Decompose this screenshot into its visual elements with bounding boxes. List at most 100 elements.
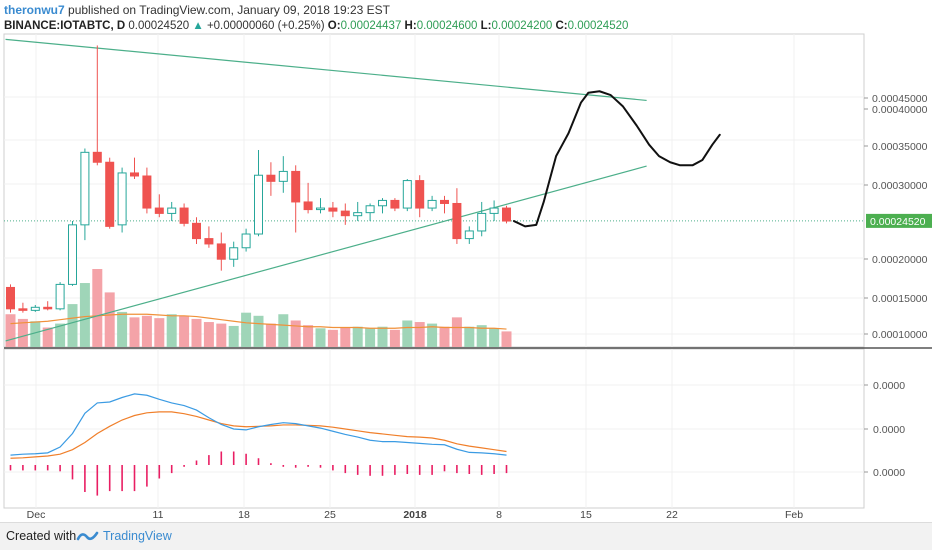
candle-body <box>402 180 412 209</box>
footer-bar: Created with TradingView <box>0 522 932 550</box>
indicator-tick-label: 0.0000 <box>873 380 905 392</box>
last-price: 0.00024520 <box>128 20 190 32</box>
volume-bar <box>451 317 462 347</box>
candle-body <box>390 199 400 209</box>
time-tick-label: Feb <box>785 509 803 521</box>
candle-body <box>365 205 375 214</box>
candle-body <box>278 170 288 182</box>
last-price-label-box <box>866 213 932 228</box>
volume-bar <box>104 292 115 347</box>
header-line-2: BINANCE:IOTABTC, D 0.00024520 ▲ +0.00000… <box>4 18 628 34</box>
volume-bar <box>464 326 475 347</box>
volume-bar <box>55 323 66 347</box>
volume-bar <box>179 315 190 347</box>
candle-body <box>80 151 90 226</box>
volume-bar <box>30 321 41 347</box>
volume-bar <box>402 320 413 347</box>
projection-drawing <box>512 90 721 228</box>
candle-body <box>316 207 325 211</box>
volume-bar <box>42 327 53 347</box>
volume-bar <box>389 329 400 347</box>
close-value: 0.00024520 <box>567 20 629 32</box>
volume-bar <box>365 328 376 347</box>
volume-bar <box>129 317 140 347</box>
candle-body <box>303 201 313 211</box>
price-tick-label: 0.00040000 <box>872 104 928 116</box>
volume-bar <box>489 328 500 347</box>
volume-bar <box>79 283 90 347</box>
lower-trendline <box>5 165 647 342</box>
price-tick-label: 0.00010000 <box>872 329 928 341</box>
candle-body <box>105 161 115 227</box>
candle-body <box>415 180 425 209</box>
volume-bar <box>216 323 227 347</box>
low-value: 0.00024200 <box>491 20 553 32</box>
volume-bar <box>166 314 177 347</box>
open-label: O: <box>327 20 341 32</box>
author-link[interactable]: theronwu7 <box>4 3 65 17</box>
time-tick-label: 15 <box>580 509 592 521</box>
time-tick-label: Dec <box>27 509 46 521</box>
volume-bar <box>340 327 351 347</box>
price-pane <box>3 33 865 348</box>
volume-bar <box>141 315 152 347</box>
macd-line <box>10 393 507 456</box>
volume-bar <box>17 318 28 347</box>
indicator-tick-label: 0.0000 <box>873 467 905 479</box>
high-value: 0.00024600 <box>416 20 478 32</box>
upper-trendline <box>5 38 647 102</box>
candle-body <box>216 243 226 260</box>
candle-body <box>229 247 239 260</box>
candle-body <box>266 174 276 182</box>
candle-body <box>353 212 363 217</box>
up-arrow-icon: ▲ <box>192 20 204 32</box>
time-tick-label: 2018 <box>403 509 427 521</box>
candle-body <box>167 207 177 214</box>
time-tick-label: 18 <box>238 509 250 521</box>
volume-bar <box>67 304 78 347</box>
candle-body <box>192 222 201 240</box>
volume-bar <box>228 325 239 347</box>
high-label: H: <box>404 20 417 32</box>
volume-bar <box>92 269 103 347</box>
volume-bar <box>315 328 326 347</box>
volume-bar <box>241 312 252 347</box>
candle-body <box>378 199 387 207</box>
candle-body <box>427 199 437 209</box>
indicator-tick-label: 0.0000 <box>873 424 905 436</box>
header-line-1: theronwu7 published on TradingView.com, … <box>4 2 628 18</box>
candle-body <box>30 306 40 311</box>
volume-bar <box>501 331 512 347</box>
open-value: 0.00024437 <box>340 20 402 32</box>
time-tick-label: 8 <box>496 509 502 521</box>
candle-body <box>18 308 28 311</box>
candle-body <box>6 286 15 310</box>
candle-body <box>502 207 511 222</box>
volume-bar <box>377 326 388 347</box>
candle-body <box>117 172 127 226</box>
symbol-label: BINANCE:IOTABTC, D <box>4 20 126 32</box>
price-tick-label: 0.00035000 <box>872 141 928 153</box>
candle-body <box>464 230 474 240</box>
candle-body <box>43 306 53 310</box>
price-tick-label: 0.00030000 <box>872 180 928 192</box>
candle-body <box>142 175 152 209</box>
tradingview-brand-link[interactable]: TradingView <box>103 529 172 543</box>
candle-body <box>489 207 499 214</box>
close-label: C: <box>555 20 568 32</box>
volume-bar <box>265 323 276 347</box>
candle-body <box>477 212 487 232</box>
chart-header: theronwu7 published on TradingView.com, … <box>4 2 628 34</box>
candle-body <box>254 174 263 235</box>
time-tick-label: 25 <box>324 509 336 521</box>
candle-body <box>154 207 164 214</box>
published-text: published on TradingView.com, January 09… <box>68 3 391 17</box>
volume-bar <box>303 325 314 347</box>
time-tick-label: 22 <box>666 509 678 521</box>
tradingview-logo-icon[interactable] <box>76 529 100 543</box>
volume-bar <box>117 311 128 347</box>
volume-bar <box>427 323 438 347</box>
price-change: +0.00000060 (+0.25%) <box>206 20 325 32</box>
candle-body <box>68 224 77 285</box>
